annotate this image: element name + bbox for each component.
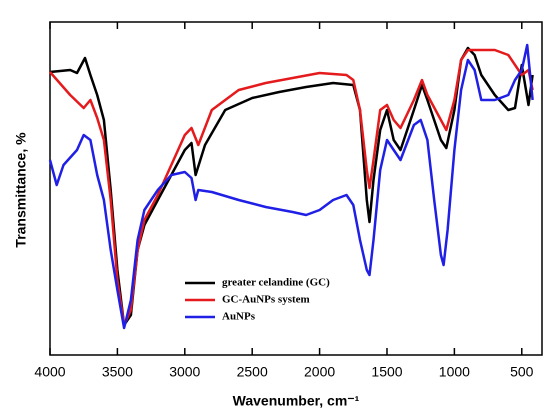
legend-label: greater celandine (GC) [222,277,330,289]
x-tick-label: 3000 [169,364,200,380]
x-tick-label: 2000 [304,364,335,380]
x-tick-label: 3500 [102,364,133,380]
spectrum-line [48,43,534,330]
x-tick-label: 1500 [371,364,402,380]
x-tick-label: 500 [510,364,534,380]
x-tick-label: 1000 [439,364,470,380]
y-axis-label: Transmittance, % [13,132,29,248]
legend-label: AuNPs [222,311,256,323]
legend-label: GC-AuNPs system [222,294,310,306]
x-axis-label: Wavenumber, cm⁻¹ [233,393,360,409]
plot-frame [49,21,543,356]
x-tick-label: 2500 [237,364,268,380]
x-tick-label: 4000 [34,364,65,380]
